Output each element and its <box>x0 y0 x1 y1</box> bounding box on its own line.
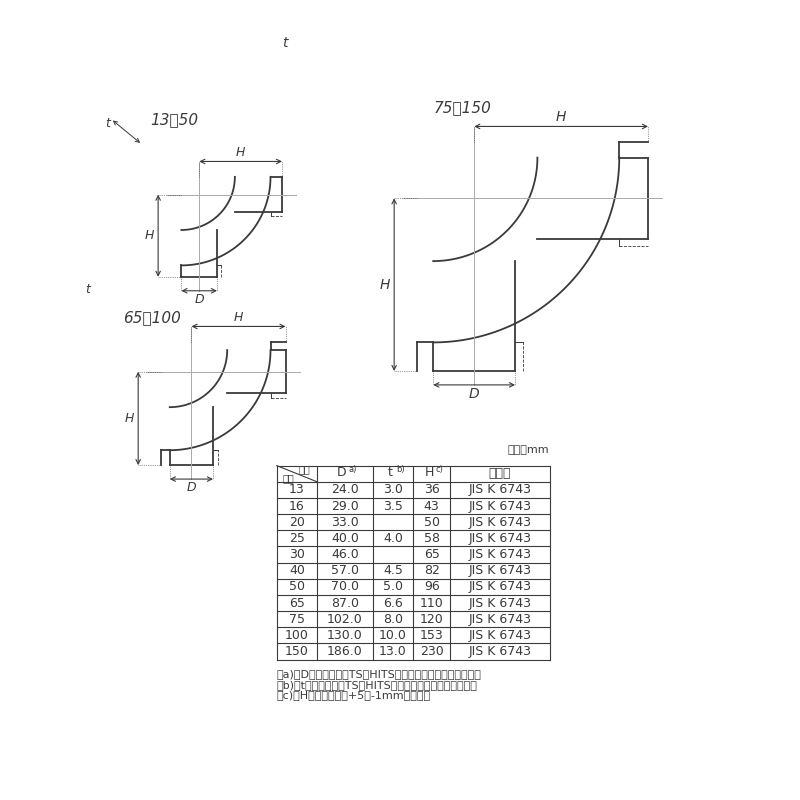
Text: 65: 65 <box>289 597 305 610</box>
Text: 70.0: 70.0 <box>331 580 359 594</box>
Text: JIS K 6743: JIS K 6743 <box>469 564 531 578</box>
Text: JIS K 6743: JIS K 6743 <box>469 597 531 610</box>
Text: 43: 43 <box>424 499 439 513</box>
Text: 57.0: 57.0 <box>331 564 359 578</box>
Text: t: t <box>282 36 288 50</box>
Text: H: H <box>234 311 243 324</box>
Text: H: H <box>236 146 246 159</box>
Text: D: D <box>337 466 346 478</box>
Text: 50: 50 <box>424 516 440 529</box>
Text: D: D <box>469 387 479 402</box>
Text: 82: 82 <box>424 564 440 578</box>
Text: 4.0: 4.0 <box>383 532 403 545</box>
Text: t: t <box>388 466 393 478</box>
Text: JIS K 6743: JIS K 6743 <box>469 499 531 513</box>
Text: H: H <box>556 110 566 124</box>
Text: 40: 40 <box>289 564 305 578</box>
Text: 8.0: 8.0 <box>383 613 403 626</box>
Text: H: H <box>125 412 134 425</box>
Text: 25: 25 <box>289 532 305 545</box>
Text: 40.0: 40.0 <box>331 532 359 545</box>
Text: D: D <box>186 482 196 494</box>
Text: 4.5: 4.5 <box>383 564 403 578</box>
Text: H: H <box>380 278 390 292</box>
Text: 186.0: 186.0 <box>327 645 362 658</box>
Text: 36: 36 <box>424 483 439 496</box>
Text: H: H <box>425 466 434 478</box>
Text: 100: 100 <box>285 629 309 642</box>
Text: 記号: 記号 <box>298 464 310 474</box>
Text: 3.0: 3.0 <box>383 483 403 496</box>
Text: 33.0: 33.0 <box>331 516 358 529</box>
Text: 58: 58 <box>424 532 440 545</box>
Text: JIS K 6743: JIS K 6743 <box>469 532 531 545</box>
Text: 110: 110 <box>420 597 443 610</box>
Text: 130.0: 130.0 <box>327 629 362 642</box>
Text: 10.0: 10.0 <box>379 629 407 642</box>
Text: 65・100: 65・100 <box>123 310 181 326</box>
Text: 120: 120 <box>420 613 443 626</box>
Text: 75・150: 75・150 <box>434 100 491 115</box>
Text: 30: 30 <box>289 548 305 561</box>
Text: b): b) <box>396 466 405 474</box>
Text: 3.5: 3.5 <box>383 499 403 513</box>
Text: 65: 65 <box>424 548 440 561</box>
Text: 20: 20 <box>289 516 305 529</box>
Text: 13: 13 <box>289 483 305 496</box>
Text: 注a)　Dの許容差は、TS・HITS継手受口共通寸法図による。: 注a) Dの許容差は、TS・HITS継手受口共通寸法図による。 <box>277 669 482 679</box>
Text: 呼径: 呼径 <box>282 474 294 483</box>
Text: 単位：mm: 単位：mm <box>508 445 550 455</box>
Text: 24.0: 24.0 <box>331 483 358 496</box>
Text: 102.0: 102.0 <box>327 613 362 626</box>
Text: JIS K 6743: JIS K 6743 <box>469 629 531 642</box>
Text: JIS K 6743: JIS K 6743 <box>469 516 531 529</box>
Text: JIS K 6743: JIS K 6743 <box>469 483 531 496</box>
Text: 13～50: 13～50 <box>150 112 198 126</box>
Text: JIS K 6743: JIS K 6743 <box>469 613 531 626</box>
Text: t: t <box>106 117 110 130</box>
Text: H: H <box>145 230 154 242</box>
Text: 注b)　tの許容差は、TS・HITS継手受口共通寸法図による。: 注b) tの許容差は、TS・HITS継手受口共通寸法図による。 <box>277 680 478 690</box>
Text: 150: 150 <box>285 645 309 658</box>
Text: JIS K 6743: JIS K 6743 <box>469 645 531 658</box>
Text: c): c) <box>435 466 443 474</box>
Text: 96: 96 <box>424 580 439 594</box>
Text: 50: 50 <box>289 580 305 594</box>
Text: JIS K 6743: JIS K 6743 <box>469 548 531 561</box>
Text: 注c)　Hの許容差は、+5／-1mmとする。: 注c) Hの許容差は、+5／-1mmとする。 <box>277 690 431 701</box>
Text: 29.0: 29.0 <box>331 499 358 513</box>
Text: 230: 230 <box>420 645 443 658</box>
Text: a): a) <box>349 466 357 474</box>
Text: 153: 153 <box>420 629 443 642</box>
Text: 5.0: 5.0 <box>383 580 403 594</box>
Text: 46.0: 46.0 <box>331 548 358 561</box>
Text: 87.0: 87.0 <box>331 597 359 610</box>
Text: 16: 16 <box>289 499 305 513</box>
Text: JIS K 6743: JIS K 6743 <box>469 580 531 594</box>
Text: 6.6: 6.6 <box>383 597 403 610</box>
Text: 規　格: 規 格 <box>489 467 511 480</box>
Text: t: t <box>85 282 90 296</box>
Text: 13.0: 13.0 <box>379 645 407 658</box>
Text: 75: 75 <box>289 613 305 626</box>
Text: D: D <box>194 293 204 306</box>
